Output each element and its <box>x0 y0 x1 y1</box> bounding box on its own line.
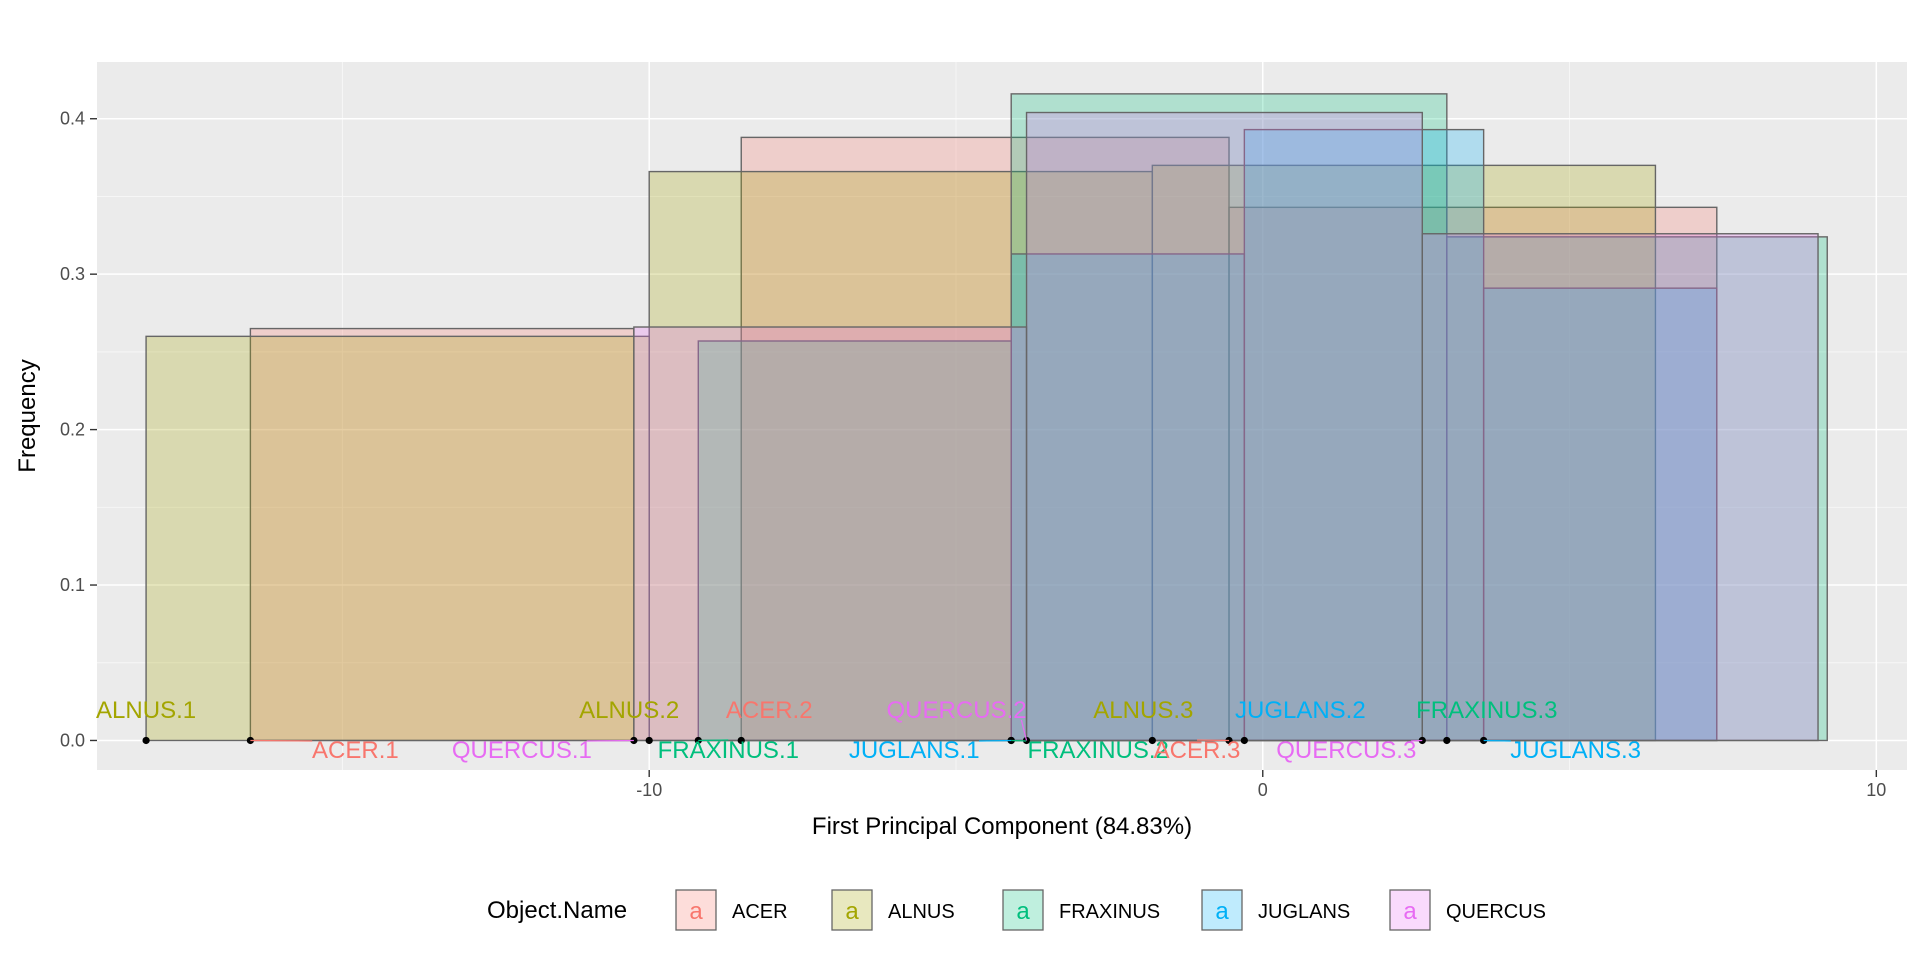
x-axis-title: First Principal Component (84.83%) <box>812 813 1192 840</box>
legend-key-glyph: a <box>689 898 703 925</box>
bar-label-juglans-3: JUGLANS.3 <box>1510 737 1641 764</box>
bar-label-acer-3: ACER.3 <box>1154 737 1241 764</box>
bar-quercus-3 <box>1421 233 1819 742</box>
legend-label-acer: ACER <box>732 901 788 923</box>
label-leader-line <box>1411 739 1423 742</box>
point-fraxinus-3 <box>1443 736 1451 745</box>
legend-key-glyph: a <box>1016 898 1030 925</box>
point-alnus-3 <box>1148 736 1156 745</box>
legend-key-quercus <box>1389 889 1431 931</box>
y-tick-label: 0.4 <box>60 109 85 129</box>
x-tick-label: 0 <box>1258 780 1268 800</box>
plot-panel-background <box>97 62 1907 770</box>
legend-label-quercus: QUERCUS <box>1446 901 1546 923</box>
bar-fraxinus-2 <box>1010 93 1448 742</box>
bar-label-alnus-1: ALNUS.1 <box>96 697 196 724</box>
bar-alnus-1 <box>145 335 650 742</box>
point-acer-2 <box>737 736 745 745</box>
legend-key-glyph: a <box>1215 898 1229 925</box>
label-leader-line <box>1020 719 1028 741</box>
bar-label-fraxinus-1: FRAXINUS.1 <box>658 737 799 764</box>
point-alnus-1 <box>142 736 150 745</box>
bar-quercus-1 <box>633 326 1028 742</box>
bar-fraxinus-1 <box>697 340 1012 742</box>
x-tick-label: 10 <box>1866 780 1886 800</box>
label-leader-line <box>978 739 1012 742</box>
bar-label-fraxinus-2: FRAXINUS.2 <box>1028 737 1169 764</box>
bar-label-acer-1: ACER.1 <box>312 737 399 764</box>
legend-key-juglans <box>1201 889 1243 931</box>
bar-label-juglans-2: JUGLANS.2 <box>1235 697 1366 724</box>
x-tick-label: -10 <box>636 780 662 800</box>
bar-alnus-3 <box>1151 164 1657 742</box>
legend-key-glyph: a <box>845 898 859 925</box>
legend-key-glyph: a <box>1403 898 1417 925</box>
y-tick-label: 0.0 <box>60 730 85 750</box>
histogram-bars <box>145 93 1828 742</box>
bar-label-juglans-1: JUGLANS.1 <box>849 737 980 764</box>
y-axis: 0.0 0.1 0.2 0.3 0.4 <box>60 109 97 750</box>
bar-juglans-1 <box>1010 253 1246 742</box>
point-juglans-2 <box>1240 736 1248 745</box>
bar-acer-2 <box>740 136 1230 742</box>
legend-label-fraxinus: FRAXINUS <box>1059 901 1160 923</box>
bar-label-fraxinus-3: FRAXINUS.3 <box>1416 697 1557 724</box>
bar-fraxinus-3 <box>1446 236 1828 742</box>
y-axis-title: Frequency <box>14 359 41 472</box>
y-tick-label: 0.2 <box>60 420 85 440</box>
bar-label-alnus-2: ALNUS.2 <box>579 697 679 724</box>
legend-items: a ACER a ALNUS a FRAXINUS a JUGLANS a QUERCUS <box>675 889 1546 931</box>
bar-labels: ALNUS.1 ACER.1 ALNUS.2 ACER.2 QUERCUS.1 FRAXI… <box>96 697 1641 764</box>
bar-label-quercus-1: QUERCUS.1 <box>452 737 592 764</box>
legend-key-alnus <box>831 889 873 931</box>
label-leader-line <box>1483 739 1511 742</box>
legend-key-acer <box>675 889 717 931</box>
x-axis: -10 0 10 <box>636 770 1886 800</box>
bar-label-acer-2: ACER.2 <box>726 697 813 724</box>
legend-title: Object.Name <box>487 897 627 924</box>
label-leader-line <box>586 739 634 742</box>
point-acer-3 <box>1225 736 1233 745</box>
bar-juglans-3 <box>1482 287 1718 742</box>
label-leader-line <box>1011 739 1027 742</box>
bar-label-quercus-3: QUERCUS.3 <box>1276 737 1416 764</box>
legend-key-fraxinus <box>1002 889 1044 931</box>
bar-label-quercus-2: QUERCUS.2 <box>887 697 1027 724</box>
legend: Object.Name a ACER a ALNUS a FRAXINUS a JUGLANS… <box>487 889 1546 931</box>
label-leader-line <box>250 739 313 742</box>
point-alnus-2 <box>645 736 653 745</box>
legend-label-juglans: JUGLANS <box>1258 901 1350 923</box>
bar-quercus-2 <box>1025 111 1423 742</box>
legend-label-alnus: ALNUS <box>888 901 955 923</box>
bar-acer-3 <box>1228 206 1718 742</box>
bar-label-alnus-3: ALNUS.3 <box>1093 697 1193 724</box>
bar-acer-1 <box>249 327 635 742</box>
minor-gridlines <box>97 62 1907 770</box>
bar-juglans-2 <box>1243 128 1485 742</box>
y-tick-label: 0.3 <box>60 264 85 284</box>
y-tick-label: 0.1 <box>60 575 85 595</box>
point-quercus-2 <box>1022 736 1031 745</box>
